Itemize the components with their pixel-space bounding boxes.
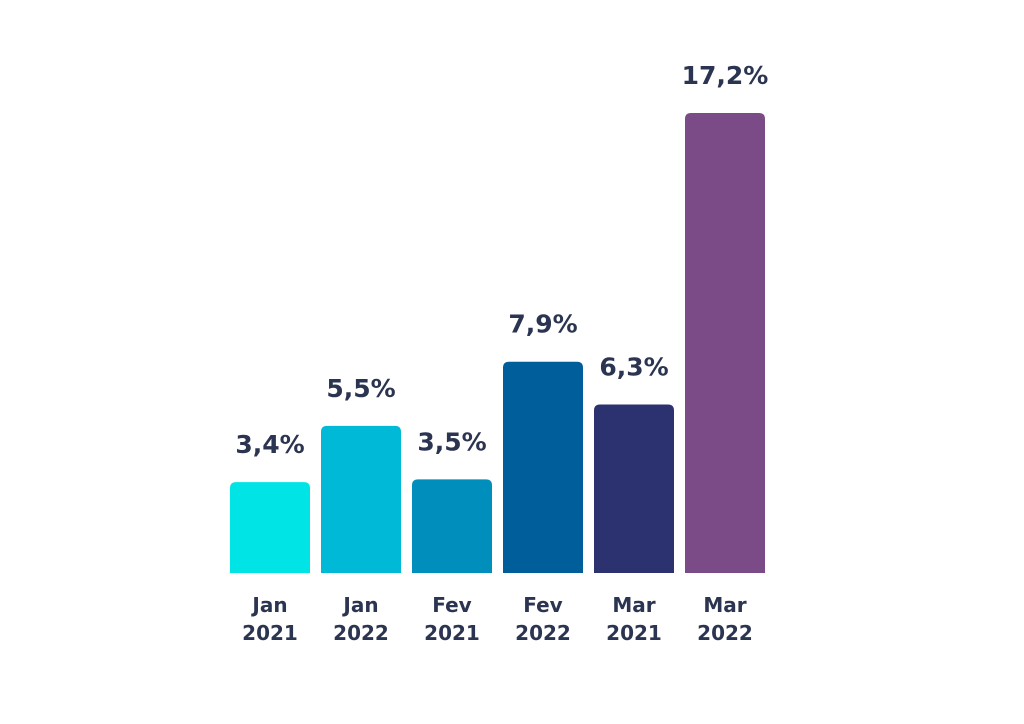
bars-group [230, 113, 765, 573]
value-label-2: 3,5% [417, 427, 486, 456]
tick-label-year-0: 2021 [242, 621, 298, 645]
tick-label-month-2: Fev [432, 593, 471, 617]
tick-label-4: Mar 2021 [606, 593, 662, 645]
tick-label-month-4: Mar [612, 593, 655, 617]
tick-label-year-3: 2022 [515, 621, 571, 645]
tick-label-year-1: 2022 [333, 621, 389, 645]
bar-0 [230, 482, 310, 573]
tick-label-year-2: 2021 [424, 621, 480, 645]
bar-3 [503, 361, 583, 573]
value-label-3: 7,9% [508, 310, 577, 339]
tick-label-5: Mar 2022 [697, 593, 753, 645]
tick-labels-group: Jan 2021 Jan 2022 Fev 2021 Fev 2022 Mar 2021 Mar 20… [242, 593, 753, 645]
bar-2 [412, 479, 492, 573]
value-labels-group: 3,4% 5,5% 3,5% 7,9% 6,3% 17,2% [235, 61, 768, 459]
tick-label-2: Fev 2021 [424, 593, 480, 645]
bar-4 [594, 404, 674, 573]
value-label-0: 3,4% [235, 430, 304, 459]
value-label-1: 5,5% [326, 374, 395, 403]
value-label-4: 6,3% [599, 353, 668, 382]
tick-label-0: Jan 2021 [242, 593, 298, 645]
value-label-5: 17,2% [682, 61, 769, 90]
bar-1 [321, 425, 401, 573]
tick-label-month-3: Fev [523, 593, 562, 617]
tick-label-month-1: Jan [341, 593, 378, 617]
tick-label-3: Fev 2022 [515, 593, 571, 645]
bar-5 [685, 113, 765, 573]
tick-label-year-4: 2021 [606, 621, 662, 645]
tick-label-month-0: Jan [250, 593, 287, 617]
tick-label-year-5: 2022 [697, 621, 753, 645]
tick-label-1: Jan 2022 [333, 593, 389, 645]
tick-label-month-5: Mar [703, 593, 746, 617]
